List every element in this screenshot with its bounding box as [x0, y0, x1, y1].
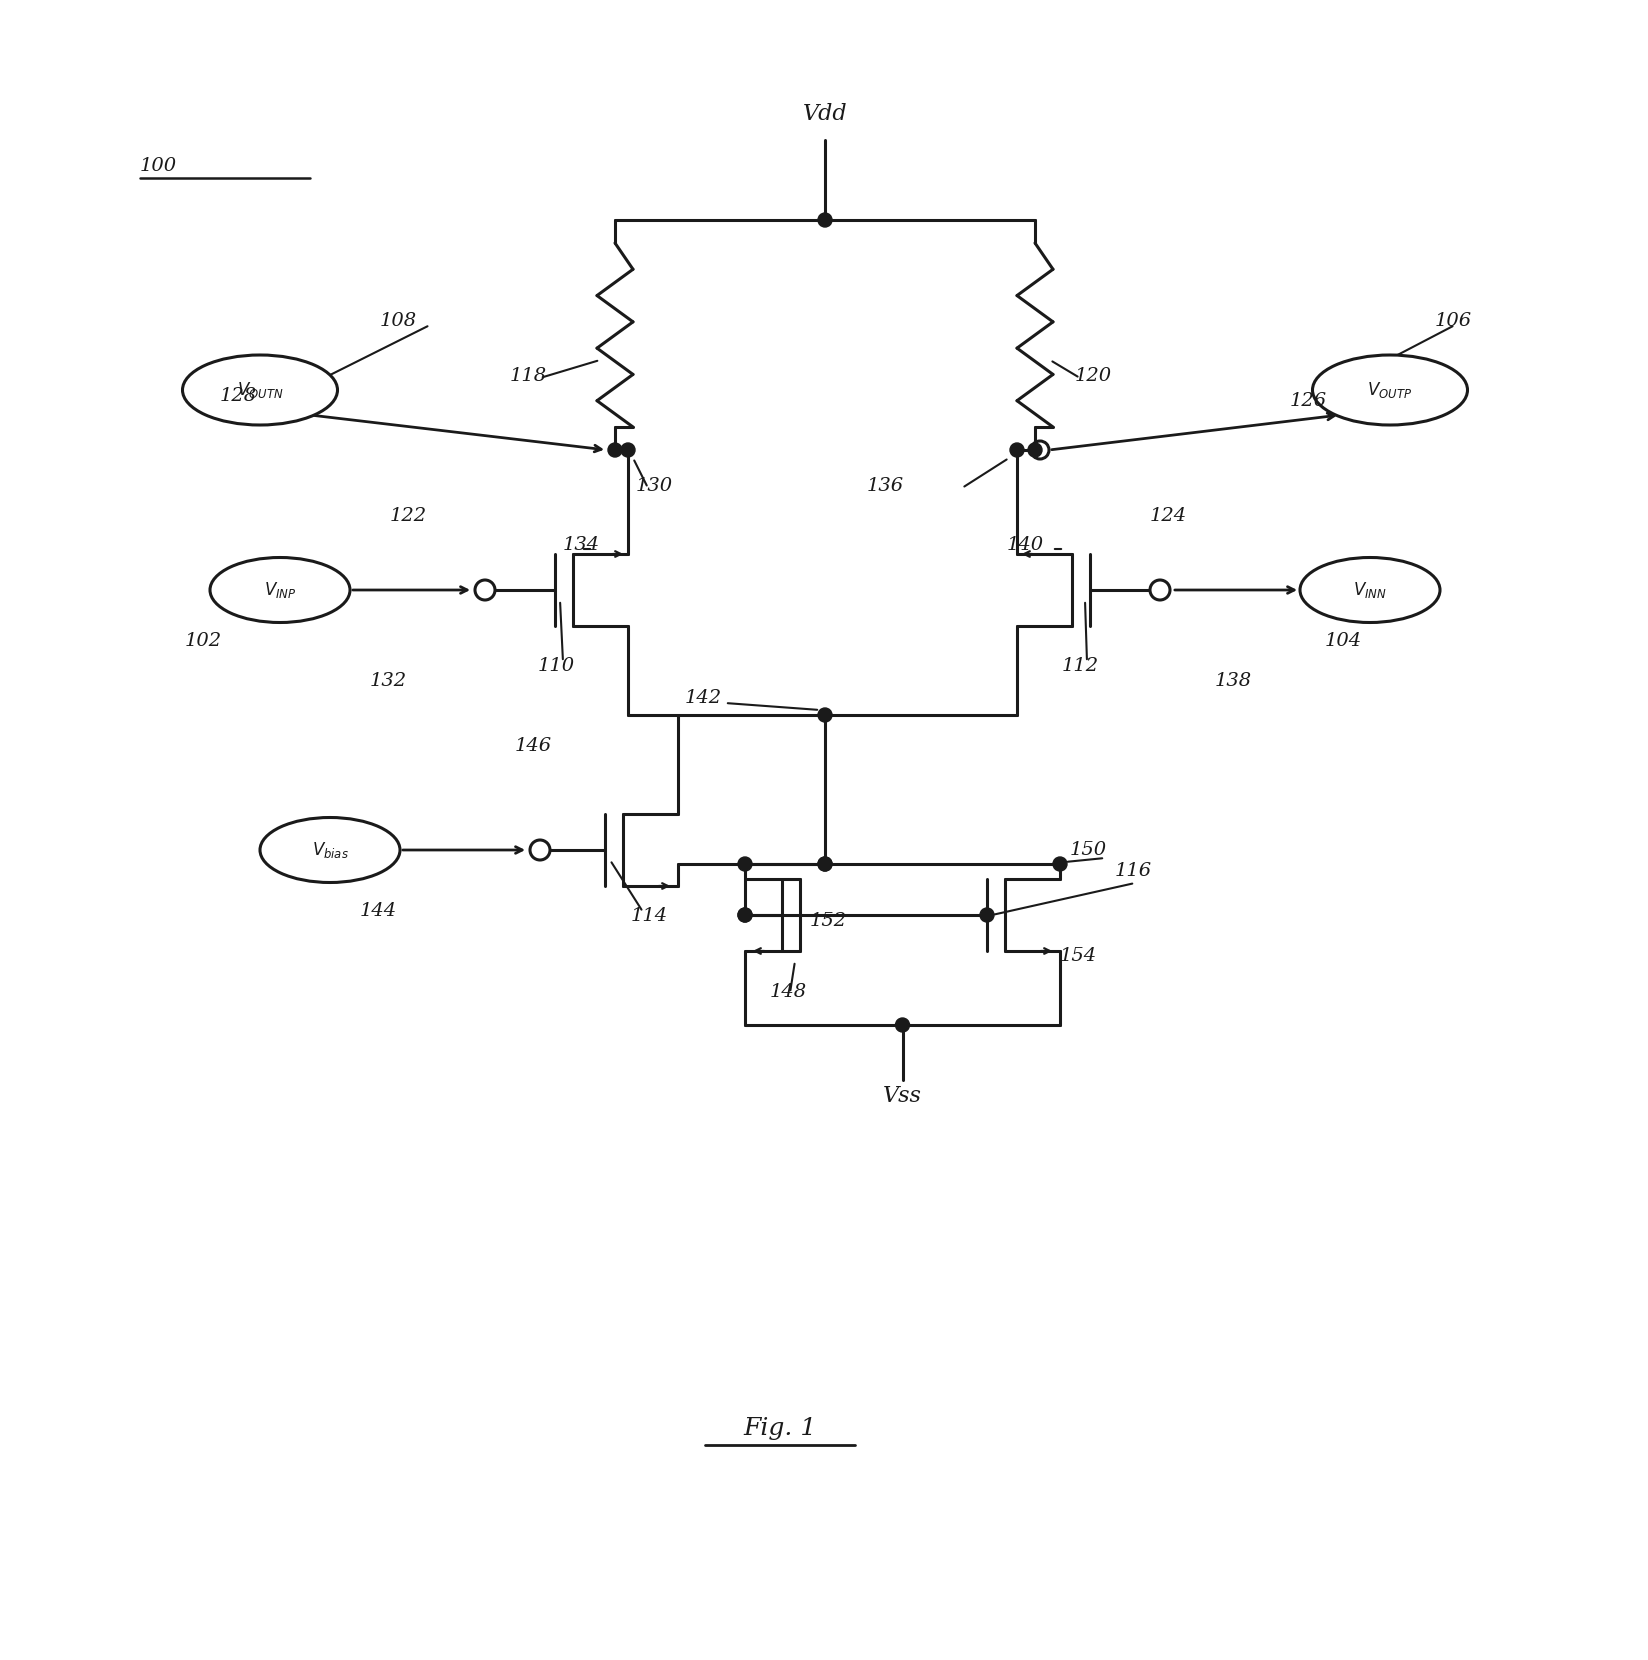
Text: 112: 112 — [1061, 657, 1099, 676]
Text: 114: 114 — [631, 906, 667, 925]
Text: 150: 150 — [1070, 842, 1106, 858]
Text: 102: 102 — [185, 632, 222, 651]
Ellipse shape — [209, 558, 349, 622]
Ellipse shape — [1312, 355, 1467, 425]
Text: 126: 126 — [1289, 392, 1327, 410]
Circle shape — [1053, 857, 1066, 872]
Text: $V_{OUTP}$: $V_{OUTP}$ — [1366, 380, 1412, 400]
Text: 120: 120 — [1074, 367, 1111, 385]
Text: $V_{OUTN}$: $V_{OUTN}$ — [237, 380, 283, 400]
Ellipse shape — [1299, 558, 1439, 622]
Text: 142: 142 — [684, 689, 722, 707]
Circle shape — [895, 1018, 910, 1033]
Circle shape — [817, 857, 832, 872]
Circle shape — [817, 709, 832, 722]
Text: 132: 132 — [369, 672, 407, 691]
Circle shape — [817, 212, 832, 227]
Text: 138: 138 — [1215, 672, 1251, 691]
Text: Fig. 1: Fig. 1 — [743, 1418, 816, 1439]
Circle shape — [475, 579, 494, 599]
Circle shape — [979, 908, 994, 921]
Text: 116: 116 — [1114, 862, 1152, 880]
Text: $V_{bias}$: $V_{bias}$ — [311, 840, 348, 860]
Ellipse shape — [260, 817, 400, 883]
Circle shape — [1027, 443, 1042, 457]
Circle shape — [1030, 442, 1048, 460]
Text: 124: 124 — [1149, 506, 1187, 525]
Text: 122: 122 — [391, 506, 427, 525]
Circle shape — [608, 443, 621, 457]
Text: 148: 148 — [770, 983, 806, 1001]
Circle shape — [529, 840, 550, 860]
Text: 104: 104 — [1325, 632, 1361, 651]
Circle shape — [1009, 443, 1023, 457]
Text: $V_{INP}$: $V_{INP}$ — [264, 579, 297, 599]
Text: 136: 136 — [867, 476, 903, 495]
Text: $V_{INN}$: $V_{INN}$ — [1353, 579, 1386, 599]
Text: 106: 106 — [1434, 312, 1472, 330]
Text: Vss: Vss — [883, 1086, 921, 1107]
Text: 154: 154 — [1060, 946, 1096, 964]
Circle shape — [817, 857, 832, 872]
Text: 146: 146 — [514, 737, 552, 755]
Text: 130: 130 — [636, 476, 672, 495]
Circle shape — [738, 908, 751, 921]
Circle shape — [1149, 579, 1170, 599]
Circle shape — [738, 857, 751, 872]
Text: 108: 108 — [379, 312, 417, 330]
Circle shape — [738, 908, 751, 921]
Text: 152: 152 — [809, 911, 847, 930]
Ellipse shape — [183, 355, 338, 425]
Circle shape — [621, 443, 634, 457]
Text: 144: 144 — [359, 901, 397, 920]
Text: 134: 134 — [562, 536, 600, 554]
Text: 118: 118 — [509, 367, 547, 385]
Text: 140: 140 — [1007, 536, 1043, 554]
Text: 128: 128 — [219, 387, 257, 405]
Text: 110: 110 — [537, 657, 575, 676]
Text: Vdd: Vdd — [803, 103, 847, 124]
Text: 100: 100 — [140, 158, 176, 174]
